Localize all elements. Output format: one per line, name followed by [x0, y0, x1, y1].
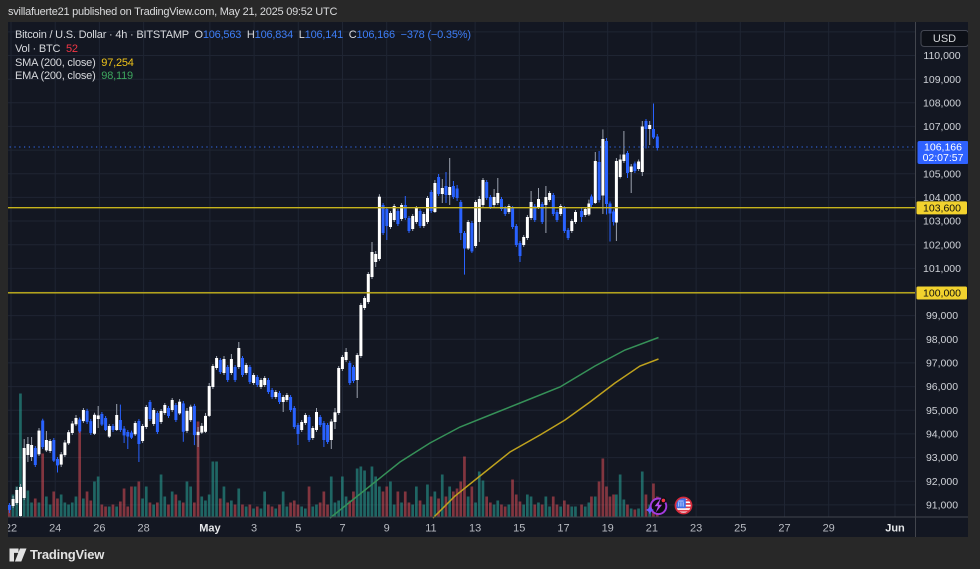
- svg-text:99,000: 99,000: [926, 310, 958, 322]
- svg-text:102,000: 102,000: [923, 239, 961, 251]
- svg-text:24: 24: [49, 523, 61, 535]
- svg-text:92,000: 92,000: [926, 476, 958, 488]
- svg-text:109,000: 109,000: [923, 74, 961, 86]
- svg-text:02:07:57: 02:07:57: [923, 152, 964, 164]
- svg-text:17: 17: [557, 523, 569, 535]
- svg-text:28: 28: [137, 523, 149, 535]
- svg-text:93,000: 93,000: [926, 452, 958, 464]
- svg-text:103,600: 103,600: [923, 203, 961, 215]
- svg-text:13: 13: [469, 523, 481, 535]
- svg-text:95,000: 95,000: [926, 405, 958, 417]
- svg-text:7: 7: [339, 523, 345, 535]
- svg-text:19: 19: [602, 523, 614, 535]
- svg-text:27: 27: [778, 523, 790, 535]
- svg-text:11: 11: [425, 523, 436, 535]
- svg-text:107,000: 107,000: [923, 121, 961, 133]
- svg-text:22: 22: [8, 523, 17, 535]
- svg-text:108,000: 108,000: [923, 97, 961, 109]
- svg-text:26: 26: [93, 523, 105, 535]
- svg-text:15: 15: [513, 523, 525, 535]
- svg-text:May: May: [199, 523, 221, 535]
- svg-text:5: 5: [295, 523, 301, 535]
- svg-text:100,000: 100,000: [923, 288, 961, 300]
- svg-text:23: 23: [690, 523, 702, 535]
- svg-text:21: 21: [646, 523, 658, 535]
- svg-text:105,000: 105,000: [923, 168, 961, 180]
- svg-text:101,000: 101,000: [923, 263, 961, 275]
- svg-text:25: 25: [734, 523, 746, 535]
- svg-text:91,000: 91,000: [926, 499, 958, 511]
- svg-text:9: 9: [384, 523, 390, 535]
- svg-text:29: 29: [823, 523, 835, 535]
- svg-text:104,000: 104,000: [923, 192, 961, 204]
- svg-text:103,000: 103,000: [923, 216, 961, 228]
- svg-text:106,166: 106,166: [924, 141, 962, 153]
- svg-text:USD: USD: [933, 33, 956, 45]
- svg-text:94,000: 94,000: [926, 429, 958, 441]
- svg-text:3: 3: [251, 523, 257, 535]
- svg-text:98,000: 98,000: [926, 334, 958, 346]
- svg-text:97,000: 97,000: [926, 358, 958, 370]
- svg-text:96,000: 96,000: [926, 381, 958, 393]
- svg-text:110,000: 110,000: [923, 50, 960, 62]
- svg-text:Jun: Jun: [885, 523, 905, 535]
